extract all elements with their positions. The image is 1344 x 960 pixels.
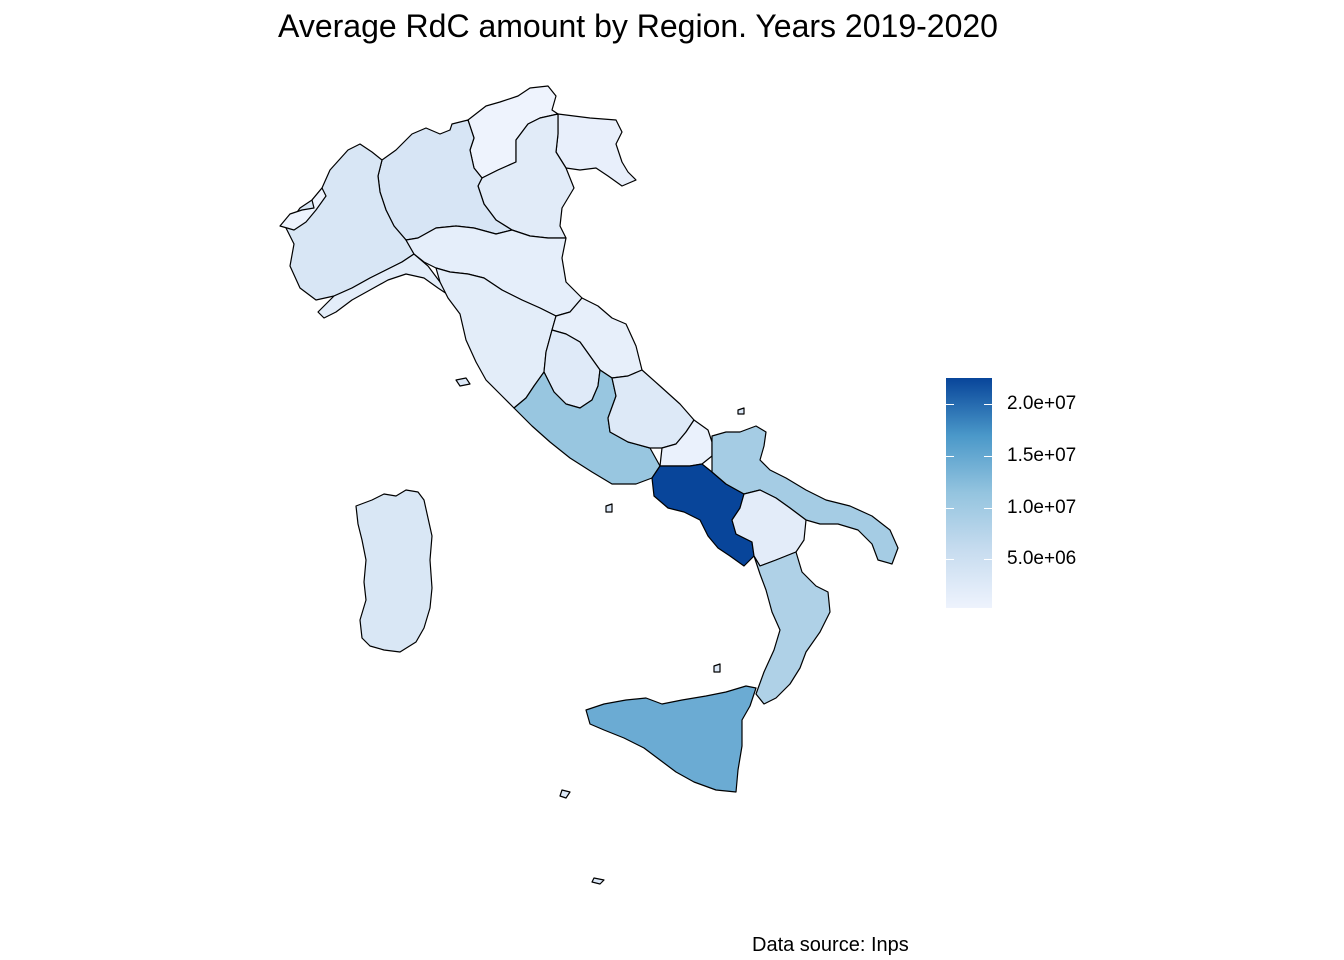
legend-tick-mark [946,455,954,457]
map-title: Average RdC amount by Region. Years 2019… [278,8,998,44]
island-pantelleria [559,789,571,799]
legend-colorbar [946,378,992,608]
island-lampedusa [591,877,605,885]
legend-tick-mark [984,559,992,561]
region-sicilia [585,685,757,793]
island-lipari [713,663,721,673]
region-valle-daosta [279,187,327,231]
legend-tick-label: 5.0e+06 [1007,548,1077,570]
island-ischia [605,503,613,513]
legend-tick-label: 1.0e+07 [1007,496,1077,518]
island-tremiti [737,407,745,415]
legend-tick-label: 2.0e+07 [1007,392,1077,414]
legend-tick-mark [946,403,954,405]
legend-tick-mark [946,507,954,509]
legend-tick-mark [946,559,954,561]
region-abruzzo [607,369,695,449]
legend-tick-mark [984,455,992,457]
data-source-caption: Data source: Inps [752,934,909,956]
legend-tick-mark [984,403,992,405]
legend-tick-label: 1.5e+07 [1007,444,1077,466]
legend-tick-mark [984,507,992,509]
region-calabria [753,551,831,705]
region-sardegna [355,489,433,653]
island-elba [455,377,471,387]
